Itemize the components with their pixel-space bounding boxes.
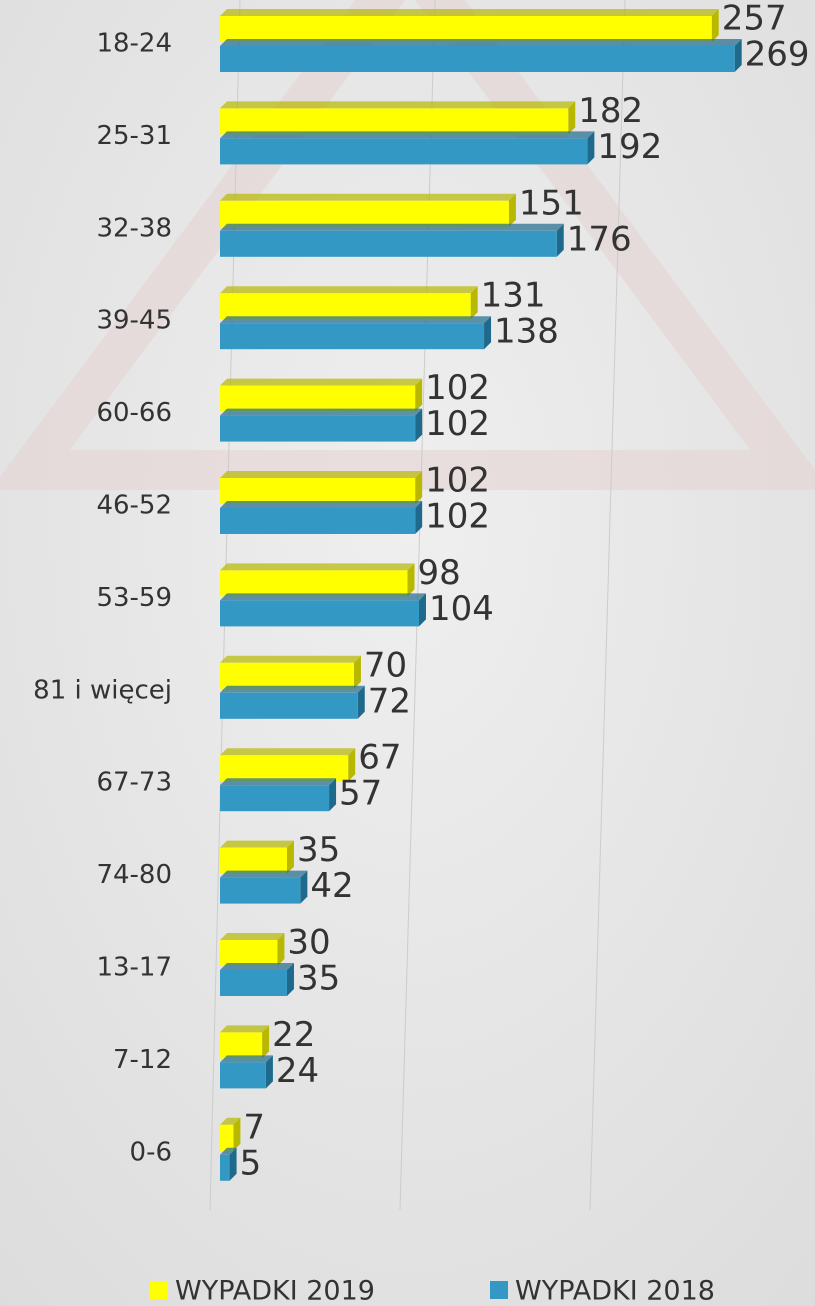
bar-depth — [220, 1025, 269, 1032]
y-tick-label: 60-66 — [96, 398, 172, 428]
bar-depth — [220, 224, 564, 231]
y-tick-label: 67-73 — [96, 768, 172, 798]
bar-depth — [220, 933, 284, 940]
bar-depth — [220, 194, 516, 201]
bar-depth — [220, 9, 719, 16]
legend-swatch — [490, 1281, 508, 1299]
legend-swatch — [150, 1281, 168, 1299]
bar-depth — [220, 778, 336, 785]
bar — [220, 138, 587, 164]
bar — [220, 231, 557, 257]
bar-depth — [220, 316, 491, 323]
value-label: 24 — [276, 1051, 319, 1091]
bar — [220, 970, 287, 996]
bar — [220, 600, 419, 626]
y-tick-label: 32-38 — [96, 213, 172, 243]
value-label: 42 — [310, 866, 353, 906]
y-tick-label: 74-80 — [96, 860, 172, 890]
bar-depth — [220, 563, 415, 570]
bar — [220, 663, 354, 689]
value-label: 176 — [567, 219, 632, 259]
bar — [220, 386, 415, 412]
value-label: 7 — [243, 1107, 265, 1147]
value-label: 57 — [339, 774, 382, 814]
bar — [220, 478, 415, 504]
bar — [220, 1062, 266, 1088]
value-label: 104 — [429, 589, 494, 629]
bar-depth — [220, 841, 294, 848]
value-label: 98 — [418, 553, 461, 593]
value-label: 102 — [425, 461, 490, 501]
bar — [220, 693, 358, 719]
y-tick-label: 46-52 — [96, 491, 172, 521]
y-tick-label: 25-31 — [96, 121, 172, 151]
bar — [220, 1032, 262, 1058]
value-label: 35 — [297, 959, 340, 999]
value-label: 72 — [368, 681, 411, 721]
bar — [220, 46, 735, 72]
value-label: 269 — [745, 35, 810, 75]
y-tick-label: 18-24 — [96, 29, 172, 59]
value-label: 67 — [358, 738, 401, 778]
bar — [220, 570, 408, 596]
y-tick-label: 53-59 — [96, 583, 172, 613]
bar-depth — [220, 409, 422, 416]
bar — [220, 323, 484, 349]
bar — [220, 878, 300, 904]
value-label: 30 — [287, 923, 330, 963]
y-tick-label: 7-12 — [113, 1045, 172, 1075]
bar — [220, 416, 415, 442]
bar-depth — [220, 286, 478, 293]
bar-depth — [220, 656, 361, 663]
y-tick-label: 81 i więcej — [33, 675, 172, 705]
bar-depth — [220, 748, 355, 755]
bar-depth — [220, 131, 594, 138]
bar — [220, 293, 471, 319]
legend-label: WYPADKI 2018 — [515, 1276, 715, 1306]
legend-label: WYPADKI 2019 — [175, 1276, 375, 1306]
value-label: 102 — [425, 404, 490, 444]
value-label: 257 — [722, 0, 787, 39]
value-label: 138 — [494, 312, 559, 352]
value-label: 70 — [364, 645, 407, 685]
value-label: 192 — [597, 127, 662, 167]
bar — [220, 940, 277, 966]
bar — [220, 1125, 233, 1151]
value-label: 102 — [425, 368, 490, 408]
page: 18-24 257269 25-31 182192 32-38 151176 39-45 13… — [0, 0, 815, 1306]
value-label: 22 — [272, 1015, 315, 1055]
value-label: 5 — [240, 1143, 262, 1183]
y-tick-label: 39-45 — [96, 306, 172, 336]
bar-depth — [220, 963, 294, 970]
y-tick-label: 0-6 — [130, 1137, 172, 1167]
bar-depth — [220, 1055, 273, 1062]
bar — [220, 16, 712, 42]
bar-depth — [220, 501, 422, 508]
bar — [220, 755, 348, 781]
y-tick-label: 13-17 — [96, 953, 172, 983]
bar — [220, 508, 415, 534]
bar-depth — [220, 379, 422, 386]
bar — [220, 785, 329, 811]
bar-depth — [220, 871, 307, 878]
value-label: 182 — [578, 91, 643, 131]
bar-depth — [220, 593, 426, 600]
bar-depth — [220, 686, 365, 693]
bar — [220, 848, 287, 874]
bar — [220, 108, 568, 134]
value-label: 151 — [519, 183, 584, 223]
bar — [220, 1155, 230, 1181]
chart: 18-24 257269 25-31 182192 32-38 151176 39-45 13… — [0, 0, 815, 1306]
value-label: 35 — [297, 830, 340, 870]
bar — [220, 201, 509, 227]
bar-depth — [220, 101, 575, 108]
value-label: 102 — [425, 497, 490, 537]
bar-depth — [220, 471, 422, 478]
bar-depth — [220, 39, 742, 46]
value-label: 131 — [481, 276, 546, 316]
